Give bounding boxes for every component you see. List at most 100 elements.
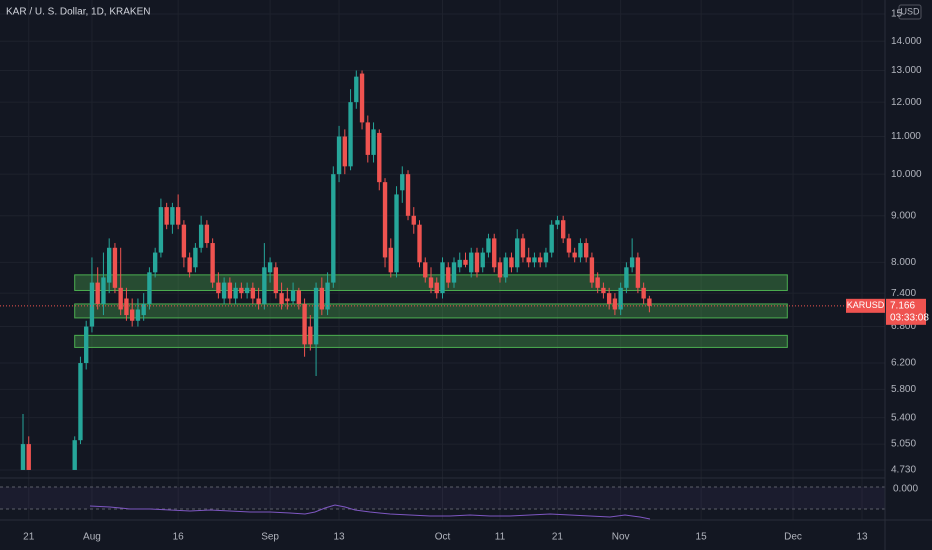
zone	[74, 334, 788, 348]
candle-body	[262, 267, 267, 304]
candle-body	[417, 224, 422, 263]
candle-body	[474, 252, 480, 273]
candle-body	[26, 444, 31, 470]
candle-body	[486, 238, 491, 253]
candle-body	[296, 290, 302, 304]
candle-body	[170, 207, 175, 225]
symbol-label: KARUSD	[847, 300, 885, 310]
candle-body	[440, 262, 445, 294]
candle-body	[526, 257, 531, 263]
candle-body	[388, 247, 393, 273]
candle-body	[428, 277, 434, 288]
candle-body	[469, 252, 474, 273]
candle-body	[371, 129, 376, 155]
candle-body	[331, 174, 336, 283]
y-tick-label: 12.000	[891, 97, 922, 108]
y-tick-label: 14.000	[891, 36, 922, 47]
candle-body	[578, 243, 583, 258]
y-tick-label: 6.200	[891, 358, 916, 369]
x-tick-label: 21	[23, 532, 35, 543]
candle-body	[572, 252, 577, 258]
y-tick-label: 10.000	[891, 169, 922, 180]
x-tick-label: 11	[495, 532, 506, 543]
y-tick-label: 5.800	[891, 384, 916, 395]
candle-body	[647, 298, 652, 306]
indicator-band	[0, 487, 885, 509]
x-tick-label: Aug	[83, 532, 101, 543]
y-tick-label: 4.730	[891, 465, 916, 476]
countdown-label: 03:33:08	[890, 312, 929, 323]
candle-body	[313, 287, 319, 345]
candle-body	[20, 444, 26, 470]
y-tick-label: 6.800	[891, 321, 916, 332]
candle-body	[492, 238, 497, 268]
indicator-line	[89, 504, 651, 520]
candle-body	[560, 220, 566, 239]
x-tick-label: Oct	[435, 532, 451, 543]
candle-body	[267, 262, 273, 273]
candle-body	[595, 277, 600, 288]
y-tick-label: 5.050	[891, 439, 916, 450]
candle-body	[509, 257, 514, 268]
y-tick-label: 5.400	[891, 412, 916, 423]
candle-body	[342, 136, 347, 167]
candle-body	[78, 363, 83, 441]
y-tick-label: 7.400	[891, 288, 916, 299]
candle-body	[158, 207, 164, 253]
x-tick-label: 13	[856, 532, 868, 543]
candle-body	[618, 287, 623, 310]
candle-body	[101, 277, 106, 304]
candle-body	[152, 252, 158, 273]
chart-title: KAR / U. S. Dollar, 1D, KRAKEN	[6, 7, 151, 18]
candle-body	[129, 309, 135, 321]
candle-body	[325, 282, 330, 310]
candle-body	[555, 220, 560, 225]
candle-body	[250, 287, 256, 299]
candle-body	[112, 247, 118, 288]
candle-body	[538, 257, 543, 263]
candle-body	[434, 282, 439, 294]
candle-body	[233, 287, 238, 299]
candle-body	[411, 215, 416, 225]
candle-body	[141, 303, 146, 316]
candle-body	[641, 287, 646, 299]
candle-body	[290, 290, 296, 302]
x-tick-label: 15	[696, 532, 708, 543]
candle-body	[497, 262, 503, 278]
plot	[20, 70, 788, 470]
candle-body	[503, 257, 508, 278]
candle-body	[457, 259, 462, 268]
candle-body	[606, 293, 612, 304]
zone	[74, 303, 788, 319]
candle-body	[279, 293, 284, 304]
candle-body	[175, 207, 181, 225]
candle-body	[198, 224, 204, 248]
x-tick-label: Nov	[612, 532, 630, 543]
candle-body	[95, 282, 100, 304]
candle-body	[336, 136, 342, 175]
candle-body	[423, 262, 428, 278]
candle-body	[181, 224, 187, 258]
candle-body	[118, 287, 123, 310]
candle-body	[515, 238, 520, 268]
x-tick-label: Dec	[784, 532, 802, 543]
y-tick-label: 13.000	[891, 65, 922, 76]
candle-body	[221, 282, 227, 299]
candle-body	[124, 298, 129, 316]
candle-body	[583, 243, 589, 258]
candle-body	[629, 257, 635, 268]
candle-body	[382, 182, 388, 258]
candle-body	[480, 252, 485, 268]
candle-body	[377, 132, 382, 183]
candle-body	[624, 267, 629, 288]
candle-body	[256, 298, 261, 304]
candle-body	[107, 247, 112, 283]
candle-body	[308, 326, 313, 345]
x-tick-label: 21	[552, 532, 564, 543]
candle-body	[394, 194, 399, 273]
y-tick-label: 9.000	[891, 210, 916, 221]
candle-body	[589, 257, 595, 283]
candle-body	[239, 287, 244, 294]
y-tick-label: 11.000	[891, 131, 921, 142]
